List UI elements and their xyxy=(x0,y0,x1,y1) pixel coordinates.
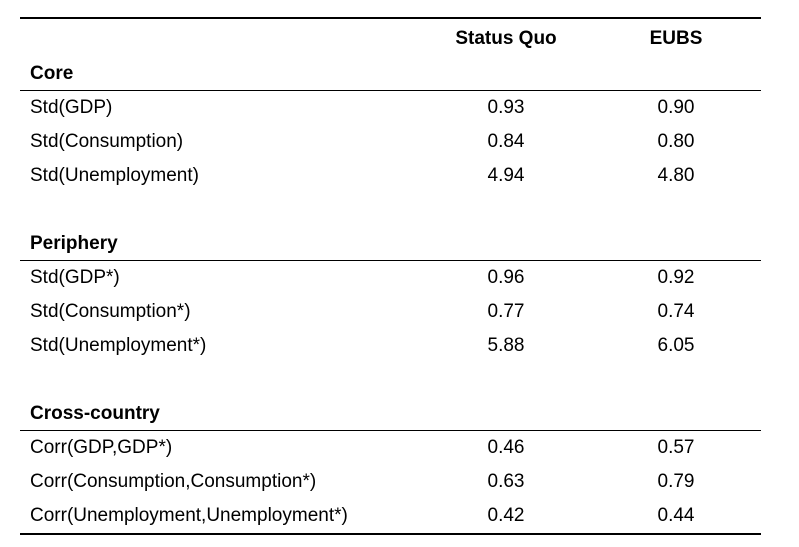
row-label: Corr(GDP,GDP*) xyxy=(30,437,173,458)
status-quo-value: 0.63 xyxy=(487,471,525,492)
table-row: Std(GDP) 0.93 0.90 xyxy=(20,91,761,125)
status-quo-value: 0.77 xyxy=(487,301,525,322)
row-label: Corr(Unemployment,Unemployment*) xyxy=(30,505,348,526)
table-row: Corr(GDP,GDP*) 0.46 0.57 xyxy=(20,431,761,465)
comparison-table: Status Quo EUBS Core Std(GDP) 0.93 0.90 … xyxy=(20,17,761,535)
status-quo-value: 0.96 xyxy=(487,267,525,288)
status-quo-value: 5.88 xyxy=(487,335,525,356)
status-quo-value: 0.93 xyxy=(487,97,525,118)
section-header-periphery: Periphery xyxy=(20,227,761,261)
section-title: Core xyxy=(30,63,74,84)
status-quo-value: 4.94 xyxy=(487,165,525,186)
eubs-value: 0.74 xyxy=(657,301,695,322)
column-header-status-quo: Status Quo xyxy=(455,28,557,49)
eubs-value: 4.80 xyxy=(657,165,695,186)
row-label: Std(GDP*) xyxy=(30,267,120,288)
row-label: Std(GDP) xyxy=(30,97,113,118)
eubs-value: 0.44 xyxy=(657,505,695,526)
row-label: Std(Unemployment) xyxy=(30,165,199,186)
eubs-value: 0.90 xyxy=(657,97,695,118)
section-title: Periphery xyxy=(30,233,118,254)
status-quo-value: 0.46 xyxy=(487,437,525,458)
status-quo-value: 0.42 xyxy=(487,505,525,526)
eubs-value: 0.57 xyxy=(657,437,695,458)
table-row: Corr(Unemployment,Unemployment*) 0.42 0.… xyxy=(20,499,761,533)
status-quo-value: 0.84 xyxy=(487,131,525,152)
row-label: Std(Consumption*) xyxy=(30,301,191,322)
section-header-core: Core xyxy=(20,57,761,91)
table-bottom-rule xyxy=(20,533,761,535)
table-row: Std(GDP*) 0.96 0.92 xyxy=(20,261,761,295)
table-row: Corr(Consumption,Consumption*) 0.63 0.79 xyxy=(20,465,761,499)
table-row: Std(Consumption*) 0.77 0.74 xyxy=(20,295,761,329)
eubs-value: 0.80 xyxy=(657,131,695,152)
section-title: Cross-country xyxy=(30,403,160,424)
section-spacer xyxy=(20,363,761,397)
row-label: Std(Consumption) xyxy=(30,131,184,152)
table-top-rule xyxy=(20,17,761,19)
section-spacer xyxy=(20,193,761,227)
section-header-cross-country: Cross-country xyxy=(20,397,761,431)
table-row: Std(Unemployment*) 5.88 6.05 xyxy=(20,329,761,363)
eubs-value: 0.92 xyxy=(657,267,695,288)
table-row: Std(Consumption) 0.84 0.80 xyxy=(20,125,761,159)
header-row: Status Quo EUBS xyxy=(20,19,761,57)
row-label: Std(Unemployment*) xyxy=(30,335,207,356)
row-label: Corr(Consumption,Consumption*) xyxy=(30,471,317,492)
eubs-value: 6.05 xyxy=(657,335,695,356)
table-row: Std(Unemployment) 4.94 4.80 xyxy=(20,159,761,193)
column-header-eubs: EUBS xyxy=(649,28,703,49)
eubs-value: 0.79 xyxy=(657,471,695,492)
